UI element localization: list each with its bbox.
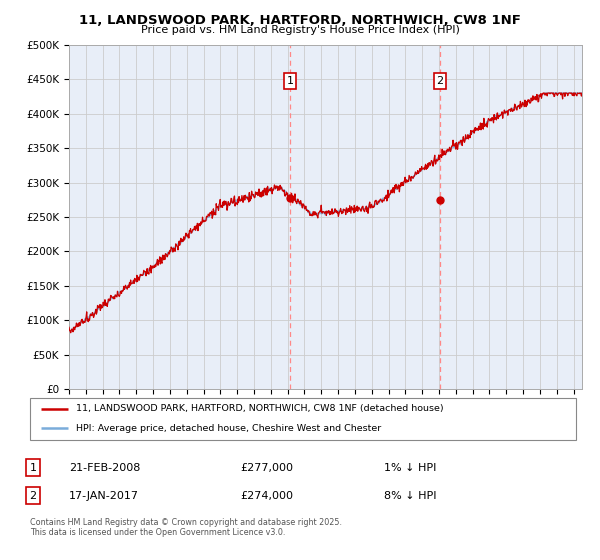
Text: 1: 1: [29, 463, 37, 473]
Text: 1% ↓ HPI: 1% ↓ HPI: [384, 463, 436, 473]
Text: 11, LANDSWOOD PARK, HARTFORD, NORTHWICH, CW8 1NF: 11, LANDSWOOD PARK, HARTFORD, NORTHWICH,…: [79, 14, 521, 27]
Text: 21-FEB-2008: 21-FEB-2008: [69, 463, 140, 473]
Text: 8% ↓ HPI: 8% ↓ HPI: [384, 491, 437, 501]
Text: 2: 2: [29, 491, 37, 501]
Text: 2: 2: [436, 76, 443, 86]
FancyBboxPatch shape: [30, 398, 576, 440]
Text: 17-JAN-2017: 17-JAN-2017: [69, 491, 139, 501]
Text: Contains HM Land Registry data © Crown copyright and database right 2025.
This d: Contains HM Land Registry data © Crown c…: [30, 518, 342, 538]
Text: 1: 1: [286, 76, 293, 86]
Text: Price paid vs. HM Land Registry's House Price Index (HPI): Price paid vs. HM Land Registry's House …: [140, 25, 460, 35]
Text: £277,000: £277,000: [240, 463, 293, 473]
Text: 11, LANDSWOOD PARK, HARTFORD, NORTHWICH, CW8 1NF (detached house): 11, LANDSWOOD PARK, HARTFORD, NORTHWICH,…: [76, 404, 444, 413]
Text: HPI: Average price, detached house, Cheshire West and Chester: HPI: Average price, detached house, Ches…: [76, 424, 382, 433]
Text: £274,000: £274,000: [240, 491, 293, 501]
